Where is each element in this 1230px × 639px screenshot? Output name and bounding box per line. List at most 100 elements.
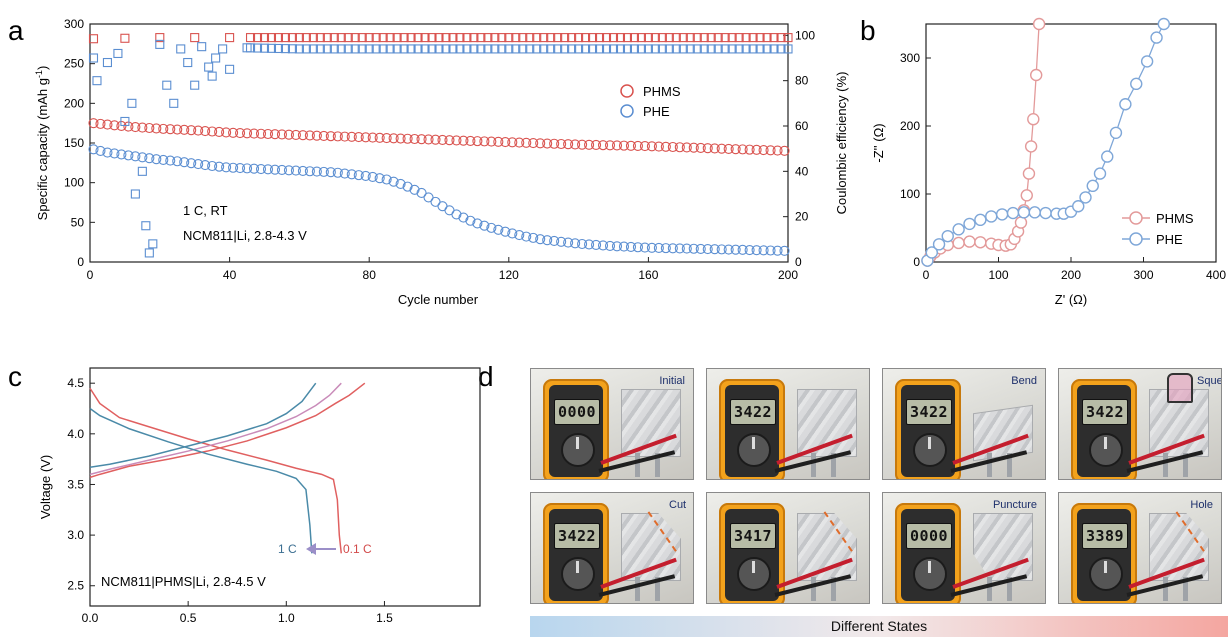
data-point-phms-ce: [650, 33, 660, 43]
data-point-phe-ce: [127, 98, 137, 108]
data-point-phe-ce: [357, 44, 367, 54]
data-point-phe-ce: [336, 44, 346, 54]
data-point-phe: [639, 242, 650, 253]
data-point-phms-ce: [601, 33, 612, 43]
data-point-phms-ce: [469, 33, 479, 43]
data-point-phms: [235, 127, 246, 139]
annotation-condition: 1 C, RT: [183, 203, 228, 218]
panel-label-d: d: [478, 361, 494, 392]
x-tick-label: 1.5: [376, 611, 393, 625]
cell-tab: [811, 577, 816, 601]
data-point-phms: [695, 142, 706, 154]
data-point-phms: [514, 137, 525, 148]
data-point-phms-ce: [706, 33, 716, 43]
y2-tick-label: 20: [795, 210, 809, 224]
data-point-phe: [521, 231, 532, 242]
dial-icon: [561, 557, 595, 591]
data-point-phms-ce: [448, 33, 458, 43]
cell-tab: [1183, 453, 1188, 477]
data-point-phe: [941, 229, 954, 243]
x-tick-label: 0: [87, 268, 94, 282]
x-tick-label: 100: [988, 268, 1008, 282]
y-tick-label: 150: [64, 136, 84, 150]
data-point-phe: [570, 238, 581, 249]
data-point-phe: [95, 145, 106, 156]
cell-tab: [1007, 453, 1012, 477]
data-point-phms-ce: [357, 33, 367, 43]
photo-state-cut: 3422 Cut: [530, 492, 694, 604]
data-point-phms-ce: [588, 33, 598, 43]
data-point-phms: [1027, 112, 1040, 126]
data-point-phe-ce: [204, 62, 214, 72]
data-point-phe: [207, 160, 218, 172]
data-point-phe-ce: [643, 44, 653, 54]
data-point-phe: [590, 239, 602, 250]
data-point-phms: [674, 142, 685, 153]
data-point-phe-ce: [406, 44, 416, 54]
data-point-phe-ce: [706, 44, 716, 54]
data-point-phe-ce: [594, 44, 605, 54]
data-point-phe: [688, 243, 699, 254]
y-tick-label: 300: [900, 51, 920, 65]
data-point-phms-ce: [762, 33, 772, 43]
data-point-phe: [563, 237, 574, 248]
data-point-phms: [577, 139, 588, 150]
cell-tab: [987, 577, 992, 601]
x-tick-label: 160: [638, 268, 658, 282]
data-point-phms-ce: [343, 33, 353, 43]
data-point-phe-ce: [664, 44, 674, 54]
data-point-phe: [269, 164, 281, 175]
data-point-phe: [695, 243, 706, 254]
data-point-phe: [367, 171, 378, 183]
dial-icon: [1089, 433, 1123, 467]
data-point-phms: [381, 132, 392, 144]
data-point-phe: [193, 159, 204, 170]
data-point-phe-ce: [776, 44, 786, 54]
dial-icon: [737, 557, 771, 591]
data-point-phe: [1119, 98, 1132, 111]
x-tick-label: 300: [1133, 268, 1153, 282]
data-point-phms-ce: [776, 33, 786, 43]
dial-icon: [737, 433, 771, 467]
y2-axis-label: Coulombic efficiency (%): [834, 72, 849, 215]
data-point-phe-ce: [148, 239, 158, 249]
data-point-phe-ce: [162, 80, 172, 90]
data-point-phe: [1140, 55, 1154, 68]
data-point-phms: [500, 137, 511, 148]
data-point-phe-ce: [371, 44, 381, 54]
rate-arrow-icon: [306, 543, 336, 555]
data-point-phe: [963, 217, 976, 231]
data-point-phe: [584, 239, 595, 250]
data-point-phms: [1022, 167, 1036, 180]
data-point-phe-ce: [483, 44, 493, 54]
data-point-phms: [779, 145, 790, 156]
data-point-phe-ce: [671, 44, 681, 54]
data-point-phms: [304, 130, 315, 141]
data-point-phms-ce: [664, 33, 674, 43]
data-point-phms-ce: [294, 33, 304, 43]
voltage-display: 0000: [554, 399, 600, 425]
data-point-phms: [179, 124, 190, 135]
data-point-phe: [1150, 31, 1163, 44]
data-point-phe: [716, 244, 727, 255]
data-point-phe-ce: [699, 44, 709, 54]
data-point-phe: [423, 192, 434, 203]
data-point-phe-ce: [169, 98, 179, 108]
data-point-phms-ce: [692, 33, 702, 43]
cell-tab: [635, 453, 640, 477]
data-point-phms: [137, 122, 148, 133]
multimeter-icon: 3422: [719, 379, 785, 479]
data-point-phe-ce: [315, 44, 325, 54]
legend-marker-phms: [620, 84, 634, 98]
data-point-phe: [304, 166, 315, 177]
data-point-phms-ce: [462, 33, 472, 43]
data-point-phe-ce: [504, 44, 514, 54]
state-label: Cut: [669, 499, 687, 511]
data-point-phe: [221, 162, 232, 173]
data-point-phms-ce: [622, 33, 633, 43]
data-point-phe: [1006, 206, 1020, 220]
multimeter-icon: 3422: [543, 503, 609, 603]
pouch-cell: [797, 389, 857, 457]
data-point-phms-ce: [266, 33, 277, 43]
data-point-phe-ce: [622, 44, 633, 54]
